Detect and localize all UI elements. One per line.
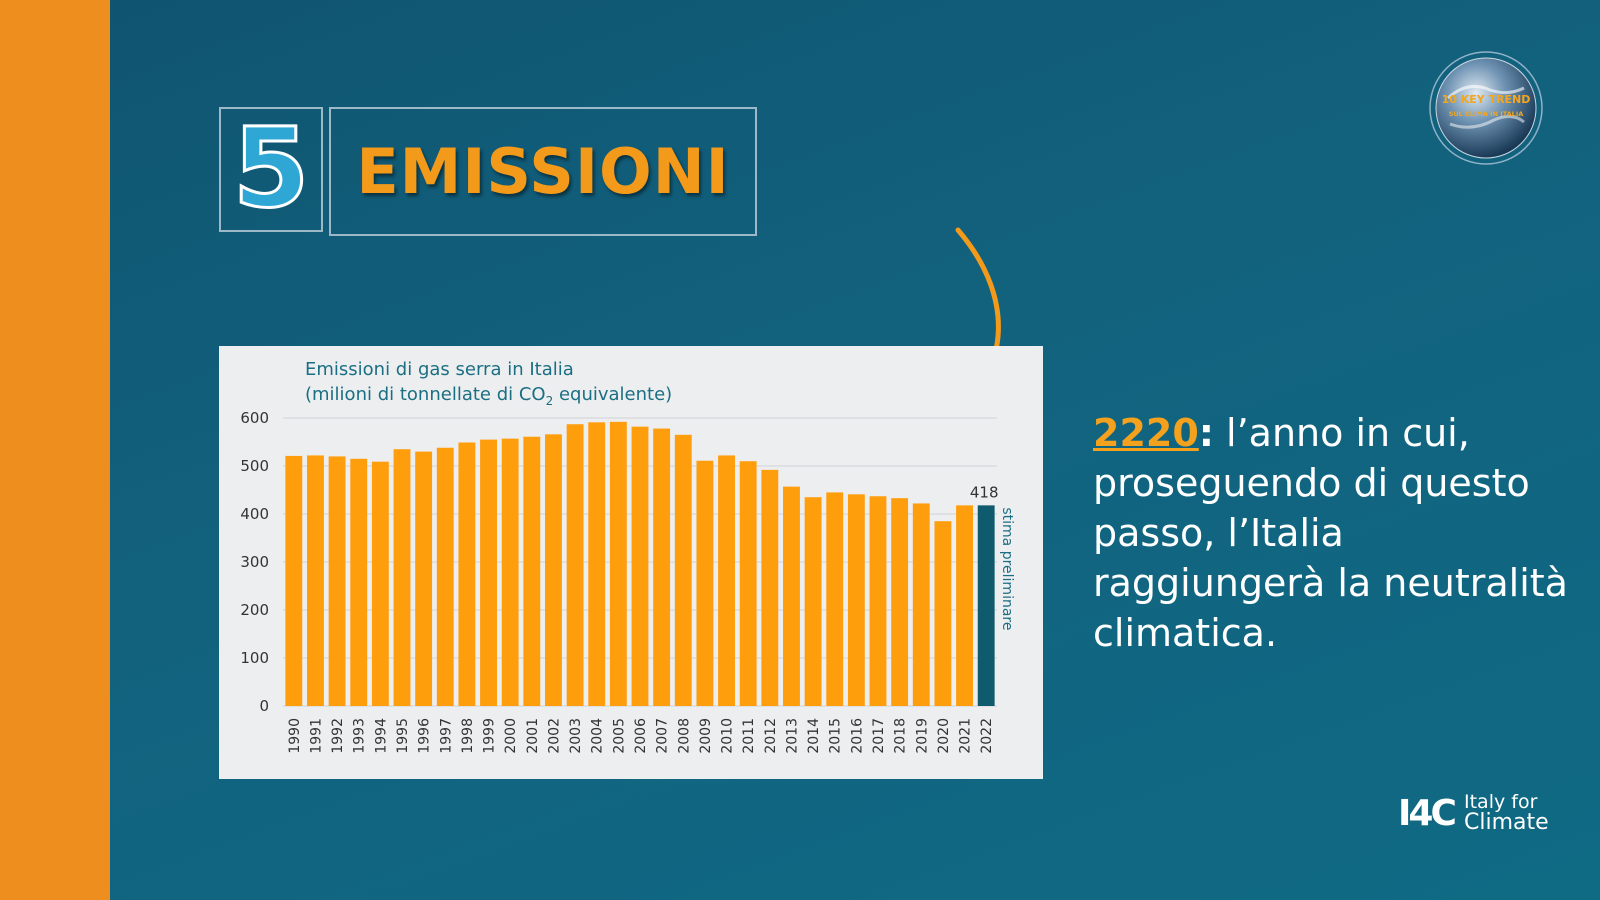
bar-1994 (371, 461, 389, 706)
x-tick-label: 2019 (914, 718, 930, 754)
x-tick-label: 2013 (784, 718, 800, 754)
bar-2014 (804, 497, 822, 706)
y-tick-label: 600 (240, 409, 269, 427)
x-tick-label: 2021 (958, 718, 974, 754)
x-tick-label: 1993 (352, 718, 368, 754)
x-tick-label: 2000 (503, 718, 519, 754)
y-tick-label: 400 (240, 505, 269, 523)
bar-1990 (285, 455, 303, 706)
x-tick-label: 1992 (330, 718, 346, 754)
bar-2001 (523, 436, 541, 706)
x-tick-label: 1998 (460, 718, 476, 754)
bar-2013 (783, 486, 800, 706)
brand-line1: Italy for (1464, 791, 1538, 813)
slide-number: 5 (231, 103, 311, 232)
bar-data-label: 418 (970, 483, 999, 501)
callout-colon: : (1198, 411, 1214, 455)
italy-for-climate-logo: I4C Italy for Climate (1398, 791, 1549, 836)
x-tick-label: 1990 (287, 718, 303, 754)
x-tick-label: 1995 (395, 718, 411, 754)
x-tick-label: 2017 (871, 718, 887, 754)
estimate-label: stima preliminare (999, 507, 1015, 630)
bar-2007 (653, 428, 671, 706)
x-tick-label: 1999 (482, 718, 498, 754)
y-tick-label: 300 (240, 553, 269, 571)
x-tick-label: 2016 (849, 718, 865, 754)
bar-1998 (458, 442, 476, 706)
callout-year: 2220 (1093, 411, 1199, 455)
x-tick-label: 1991 (308, 718, 324, 754)
bar-2015 (826, 492, 844, 706)
x-tick-label: 2002 (546, 718, 562, 754)
bar-1991 (307, 455, 324, 706)
x-tick-label: 2014 (806, 718, 822, 754)
chart-title-line1: Emissioni di gas serra in Italia (305, 359, 574, 380)
y-tick-label: 500 (240, 457, 269, 475)
x-tick-label: 1994 (373, 718, 389, 754)
callout-body: l’anno in cui, proseguendo di questo pas… (1093, 411, 1568, 655)
x-tick-label: 2010 (720, 718, 736, 754)
brand-mark: I4C (1398, 793, 1457, 834)
y-tick-label: 200 (240, 601, 269, 619)
slide-number-box: 5 (219, 107, 323, 232)
bar-2021 (956, 505, 973, 706)
bar-1992 (328, 456, 346, 706)
slide-title-box: EMISSIONI (329, 107, 757, 236)
bar-1999 (480, 439, 497, 706)
key-trend-badge: 10 KEY TREND SUL CLIMA IN ITALIA (1428, 50, 1544, 166)
x-tick-label: 2004 (590, 718, 606, 754)
bar-2010 (718, 455, 735, 706)
bar-1993 (350, 458, 368, 706)
callout-text: 2220: l’anno in cui, proseguendo di ques… (1093, 408, 1573, 658)
x-tick-label: 2005 (611, 718, 627, 754)
x-tick-label: 2018 (893, 718, 909, 754)
x-tick-label: 2022 (979, 718, 995, 754)
y-tick-label: 0 (259, 697, 269, 715)
x-tick-label: 1997 (438, 718, 454, 754)
left-accent-bar (0, 0, 110, 900)
x-tick-label: 2012 (763, 718, 779, 754)
x-tick-label: 1996 (417, 718, 433, 754)
emissions-chart: Emissioni di gas serra in Italia (milion… (219, 346, 1043, 779)
bar-2020 (934, 521, 952, 706)
bar-1995 (393, 449, 411, 706)
emissions-chart-svg: Emissioni di gas serra in Italia (milion… (240, 359, 1015, 754)
bar-2019 (912, 503, 930, 706)
x-tick-label: 2015 (828, 718, 844, 754)
bar-2009 (696, 460, 714, 706)
bar-2012 (761, 469, 779, 706)
globe-icon: 10 KEY TREND SUL CLIMA IN ITALIA (1429, 51, 1543, 165)
bar-2004 (588, 422, 606, 706)
bar-2011 (739, 461, 757, 706)
bar-2016 (847, 494, 865, 706)
bar-2002 (545, 434, 562, 706)
x-tick-label: 2011 (741, 718, 757, 754)
bar-1997 (436, 447, 454, 706)
bar-2000 (501, 438, 519, 706)
x-tick-label: 2006 (633, 718, 649, 754)
x-tick-label: 2007 (655, 718, 671, 754)
bar-2022 (977, 505, 995, 706)
x-tick-label: 2001 (525, 718, 541, 754)
bar-2017 (869, 496, 887, 706)
y-tick-label: 100 (240, 649, 269, 667)
badge-line1: 10 KEY TREND (1442, 93, 1531, 106)
bar-2005 (609, 421, 627, 706)
brand-line2: Climate (1464, 810, 1549, 835)
chart-title-line2: (milioni di tonnellate di CO2 equivalent… (305, 384, 672, 408)
x-tick-label: 2008 (676, 718, 692, 754)
bar-2003 (566, 424, 584, 706)
slide-title: EMISSIONI (356, 135, 730, 208)
x-tick-label: 2020 (936, 718, 952, 754)
bar-1996 (415, 451, 433, 706)
bar-2018 (891, 498, 909, 706)
x-tick-label: 2009 (698, 718, 714, 754)
bar-2008 (674, 434, 692, 706)
badge-line2: SUL CLIMA IN ITALIA (1449, 110, 1524, 118)
x-tick-label: 2003 (568, 718, 584, 754)
bar-2006 (631, 426, 649, 706)
